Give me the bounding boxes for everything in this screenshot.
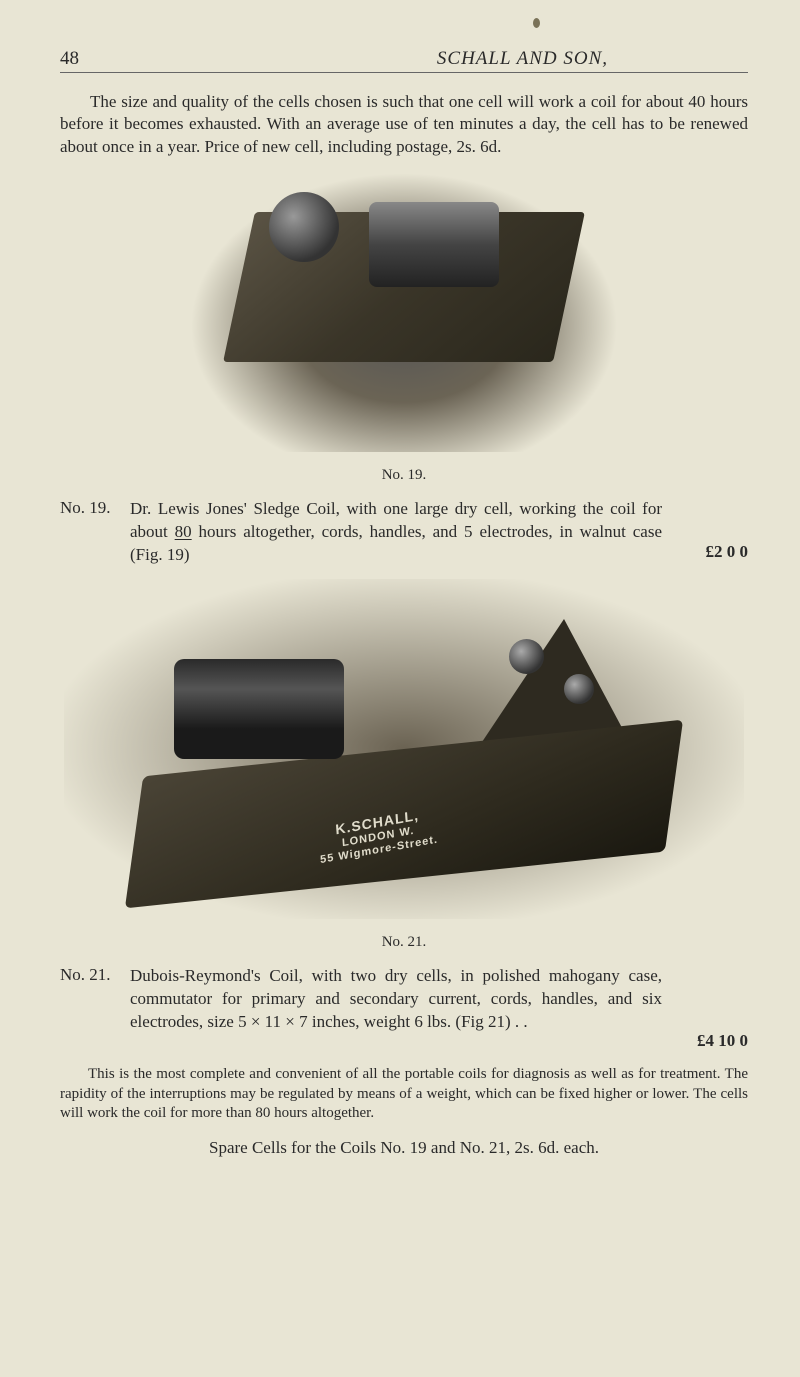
page-header: 48 SCHALL AND SON, — [60, 48, 748, 73]
catalog-entry-21: No. 21. Dubois-Reymond's Coil, with two … — [60, 965, 748, 1051]
figure-21-image: K.SCHALL, LONDON W. 55 Wigmore-Street. — [64, 579, 744, 919]
figure-21-caption: No. 21. — [60, 934, 748, 951]
entry-21-number: No. 21. — [60, 965, 130, 1051]
entry-19-text-b: hours altogether, cords, handles, and 5 … — [130, 522, 662, 564]
intro-paragraph: The size and quality of the cells chosen… — [60, 91, 748, 158]
spare-cells-line: Spare Cells for the Coils No. 19 and No.… — [60, 1138, 748, 1158]
entry-19-price: £2 0 0 — [662, 498, 748, 567]
figure-19-image — [189, 172, 619, 452]
entry-19-number: No. 19. — [60, 498, 130, 567]
running-head: SCHALL AND SON, — [437, 48, 608, 70]
page-spot — [533, 18, 540, 28]
entry-21-description: Dubois-Reymond's Coil, with two dry cell… — [130, 965, 662, 1051]
entry-21-price: £4 10 0 — [662, 965, 748, 1051]
page-number: 48 — [60, 48, 79, 70]
figure-19-caption: No. 19. — [60, 467, 748, 484]
catalog-entry-19: No. 19. Dr. Lewis Jones' Sledge Coil, wi… — [60, 498, 748, 567]
figure-21: K.SCHALL, LONDON W. 55 Wigmore-Street. — [60, 579, 748, 924]
figure-19 — [60, 172, 748, 457]
entry-19-hours: 80 — [175, 522, 192, 541]
entry-19-description: Dr. Lewis Jones' Sledge Coil, with one l… — [130, 498, 662, 567]
note-paragraph: This is the most complete and convenient… — [60, 1065, 748, 1124]
